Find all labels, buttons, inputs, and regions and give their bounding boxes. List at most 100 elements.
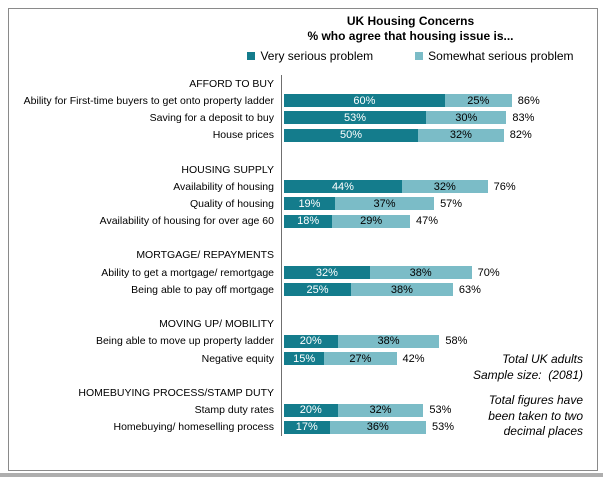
annotation-line: Total UK adults (502, 352, 583, 366)
segment-very-serious[interactable]: 20% (284, 403, 338, 417)
group-header-row: AFFORD TO BUY (10, 75, 593, 92)
group-header-row: HOUSING SUPPLY (10, 161, 593, 178)
legend-item-very-serious: Very serious problem (247, 49, 373, 63)
bar-row: Saving for a deposit to buy 53% 30% 83% (10, 109, 593, 126)
stacked-bar[interactable]: 60% 25% 86% (284, 94, 540, 108)
segment-very-serious[interactable]: 17% (284, 420, 330, 434)
bar-category-label: Homebuying/ homeselling process (113, 421, 275, 434)
segment-very-serious[interactable]: 53% (284, 111, 427, 125)
total-value-label: 63% (458, 283, 481, 296)
bar-row: Negative equity 15% 27% 42% (10, 350, 593, 367)
stacked-bar[interactable]: 50% 32% 82% (284, 128, 532, 142)
bar-category-label: Stamp duty rates (194, 404, 274, 417)
total-value-label: 47% (415, 215, 438, 228)
bar-category-label: Ability to get a mortgage/ remortgage (101, 266, 274, 279)
group-spacer (10, 230, 593, 247)
legend-label-very-serious: Very serious problem (260, 49, 374, 63)
segment-somewhat-serious[interactable]: 37% (334, 197, 435, 211)
segment-somewhat-serious[interactable]: 30% (426, 111, 507, 125)
stacked-bar[interactable]: 17% 36% 53% (284, 420, 455, 434)
group-header-label: HOMEBUYING PROCESS/STAMP DUTY (78, 386, 274, 399)
total-value-label: 83% (512, 111, 535, 124)
bar-row: Quality of housing 19% 37% 57% (10, 195, 593, 212)
total-value-label: 53% (432, 421, 455, 434)
segment-very-serious[interactable]: 60% (284, 94, 445, 108)
group-header-row: MOVING UP/ MOBILITY (10, 316, 593, 333)
segment-somewhat-serious[interactable]: 38% (337, 334, 440, 348)
total-value-label: 70% (477, 266, 500, 279)
stacked-bar[interactable]: 20% 38% 58% (284, 334, 468, 348)
bar-category-label: Being able to move up property ladder (95, 335, 274, 348)
segment-very-serious[interactable]: 50% (284, 128, 418, 142)
segment-somewhat-serious[interactable]: 38% (351, 283, 453, 297)
stacked-bar[interactable]: 18% 29% 47% (284, 214, 438, 228)
bar-category-label: Negative equity (201, 352, 274, 365)
stacked-bar[interactable]: 15% 27% 42% (284, 352, 425, 366)
decimal-note-annotation: Total figures have been taken to two dec… (488, 393, 583, 440)
bar-category-label: Quality of housing (189, 197, 274, 210)
bottom-window-edge (0, 473, 603, 477)
chart-subtitle: % who agree that housing issue is... (307, 29, 514, 43)
segment-very-serious[interactable]: 32% (284, 266, 370, 280)
group-header-label: MORTGAGE/ REPAYMENTS (136, 249, 274, 262)
stacked-bar[interactable]: 25% 38% 63% (284, 283, 481, 297)
segment-somewhat-serious[interactable]: 32% (401, 180, 488, 194)
bar-row: Being able to move up property ladder 20%… (10, 333, 593, 350)
total-value-label: 53% (429, 404, 452, 417)
segment-very-serious[interactable]: 25% (284, 283, 351, 297)
segment-somewhat-serious[interactable]: 32% (337, 403, 424, 417)
segment-somewhat-serious[interactable]: 29% (332, 214, 410, 228)
group-header-row: HOMEBUYING PROCESS/STAMP DUTY (10, 384, 593, 401)
bar-category-label: Saving for a deposit to buy (149, 111, 274, 124)
group-header-label: MOVING UP/ MOBILITY (159, 318, 274, 331)
chart-border-frame (8, 8, 598, 471)
bar-category-label: Being able to pay off mortgage (131, 283, 274, 296)
bar-row: Availability of housing for over age 60 1… (10, 213, 593, 230)
segment-somewhat-serious[interactable]: 38% (369, 266, 472, 280)
bar-row: House prices 50% 32% 82% (10, 127, 593, 144)
total-value-label: 76% (493, 180, 516, 193)
stacked-bar[interactable]: 32% 38% 70% (284, 266, 500, 280)
segment-somewhat-serious[interactable]: 36% (329, 420, 427, 434)
category-axis-line (281, 75, 282, 436)
annotation-line: Sample size: (2081) (472, 367, 583, 382)
legend-item-somewhat-serious: Somewhat serious problem (415, 49, 574, 63)
plot-area: AFFORD TO BUY Ability for First-time buye… (10, 75, 593, 436)
legend-label-somewhat-serious: Somewhat serious problem (428, 49, 574, 63)
total-value-label: 57% (440, 197, 463, 210)
segment-somewhat-serious[interactable]: 27% (324, 352, 397, 366)
stacked-bar[interactable]: 44% 32% 76% (284, 180, 516, 194)
segment-somewhat-serious[interactable]: 32% (418, 128, 504, 142)
group-header-label: AFFORD TO BUY (189, 77, 274, 90)
group-spacer (10, 144, 593, 161)
group-header-label: HOUSING SUPPLY (181, 163, 274, 176)
stacked-bar[interactable]: 20% 32% 53% (284, 403, 452, 417)
bar-category-label: House prices (212, 129, 274, 142)
group-spacer (10, 298, 593, 315)
bar-category-label: Availability of housing (173, 180, 274, 193)
bar-row: Ability to get a mortgage/ remortgage 32%… (10, 264, 593, 281)
bar-row: Ability for First-time buyers to get ont… (10, 92, 593, 109)
segment-somewhat-serious[interactable]: 25% (444, 94, 512, 108)
legend-swatch-very-serious (247, 52, 256, 60)
chart-rows: AFFORD TO BUY Ability for First-time buye… (10, 75, 593, 436)
annotation-line: been taken to two (488, 408, 583, 423)
annotation-line: Total figures have (488, 393, 583, 407)
segment-very-serious[interactable]: 15% (284, 352, 325, 366)
stacked-bar[interactable]: 53% 30% 83% (284, 111, 535, 125)
segment-very-serious[interactable]: 19% (284, 197, 335, 211)
bar-row: Being able to pay off mortgage 25% 38% 63% (10, 281, 593, 298)
segment-very-serious[interactable]: 20% (284, 334, 338, 348)
total-value-label: 42% (402, 352, 425, 365)
legend: Very serious problem Somewhat serious pr… (228, 49, 593, 63)
annotation-line: decimal places (503, 424, 583, 438)
group-header-row: MORTGAGE/ REPAYMENTS (10, 247, 593, 264)
total-value-label: 86% (517, 94, 540, 107)
stacked-bar[interactable]: 19% 37% 57% (284, 197, 463, 211)
chart-title: UK Housing Concerns (346, 14, 475, 28)
bar-category-label: Availability of housing for over age 60 (99, 215, 274, 228)
total-value-label: 58% (445, 335, 468, 348)
segment-very-serious[interactable]: 44% (284, 180, 402, 194)
segment-very-serious[interactable]: 18% (284, 214, 333, 228)
